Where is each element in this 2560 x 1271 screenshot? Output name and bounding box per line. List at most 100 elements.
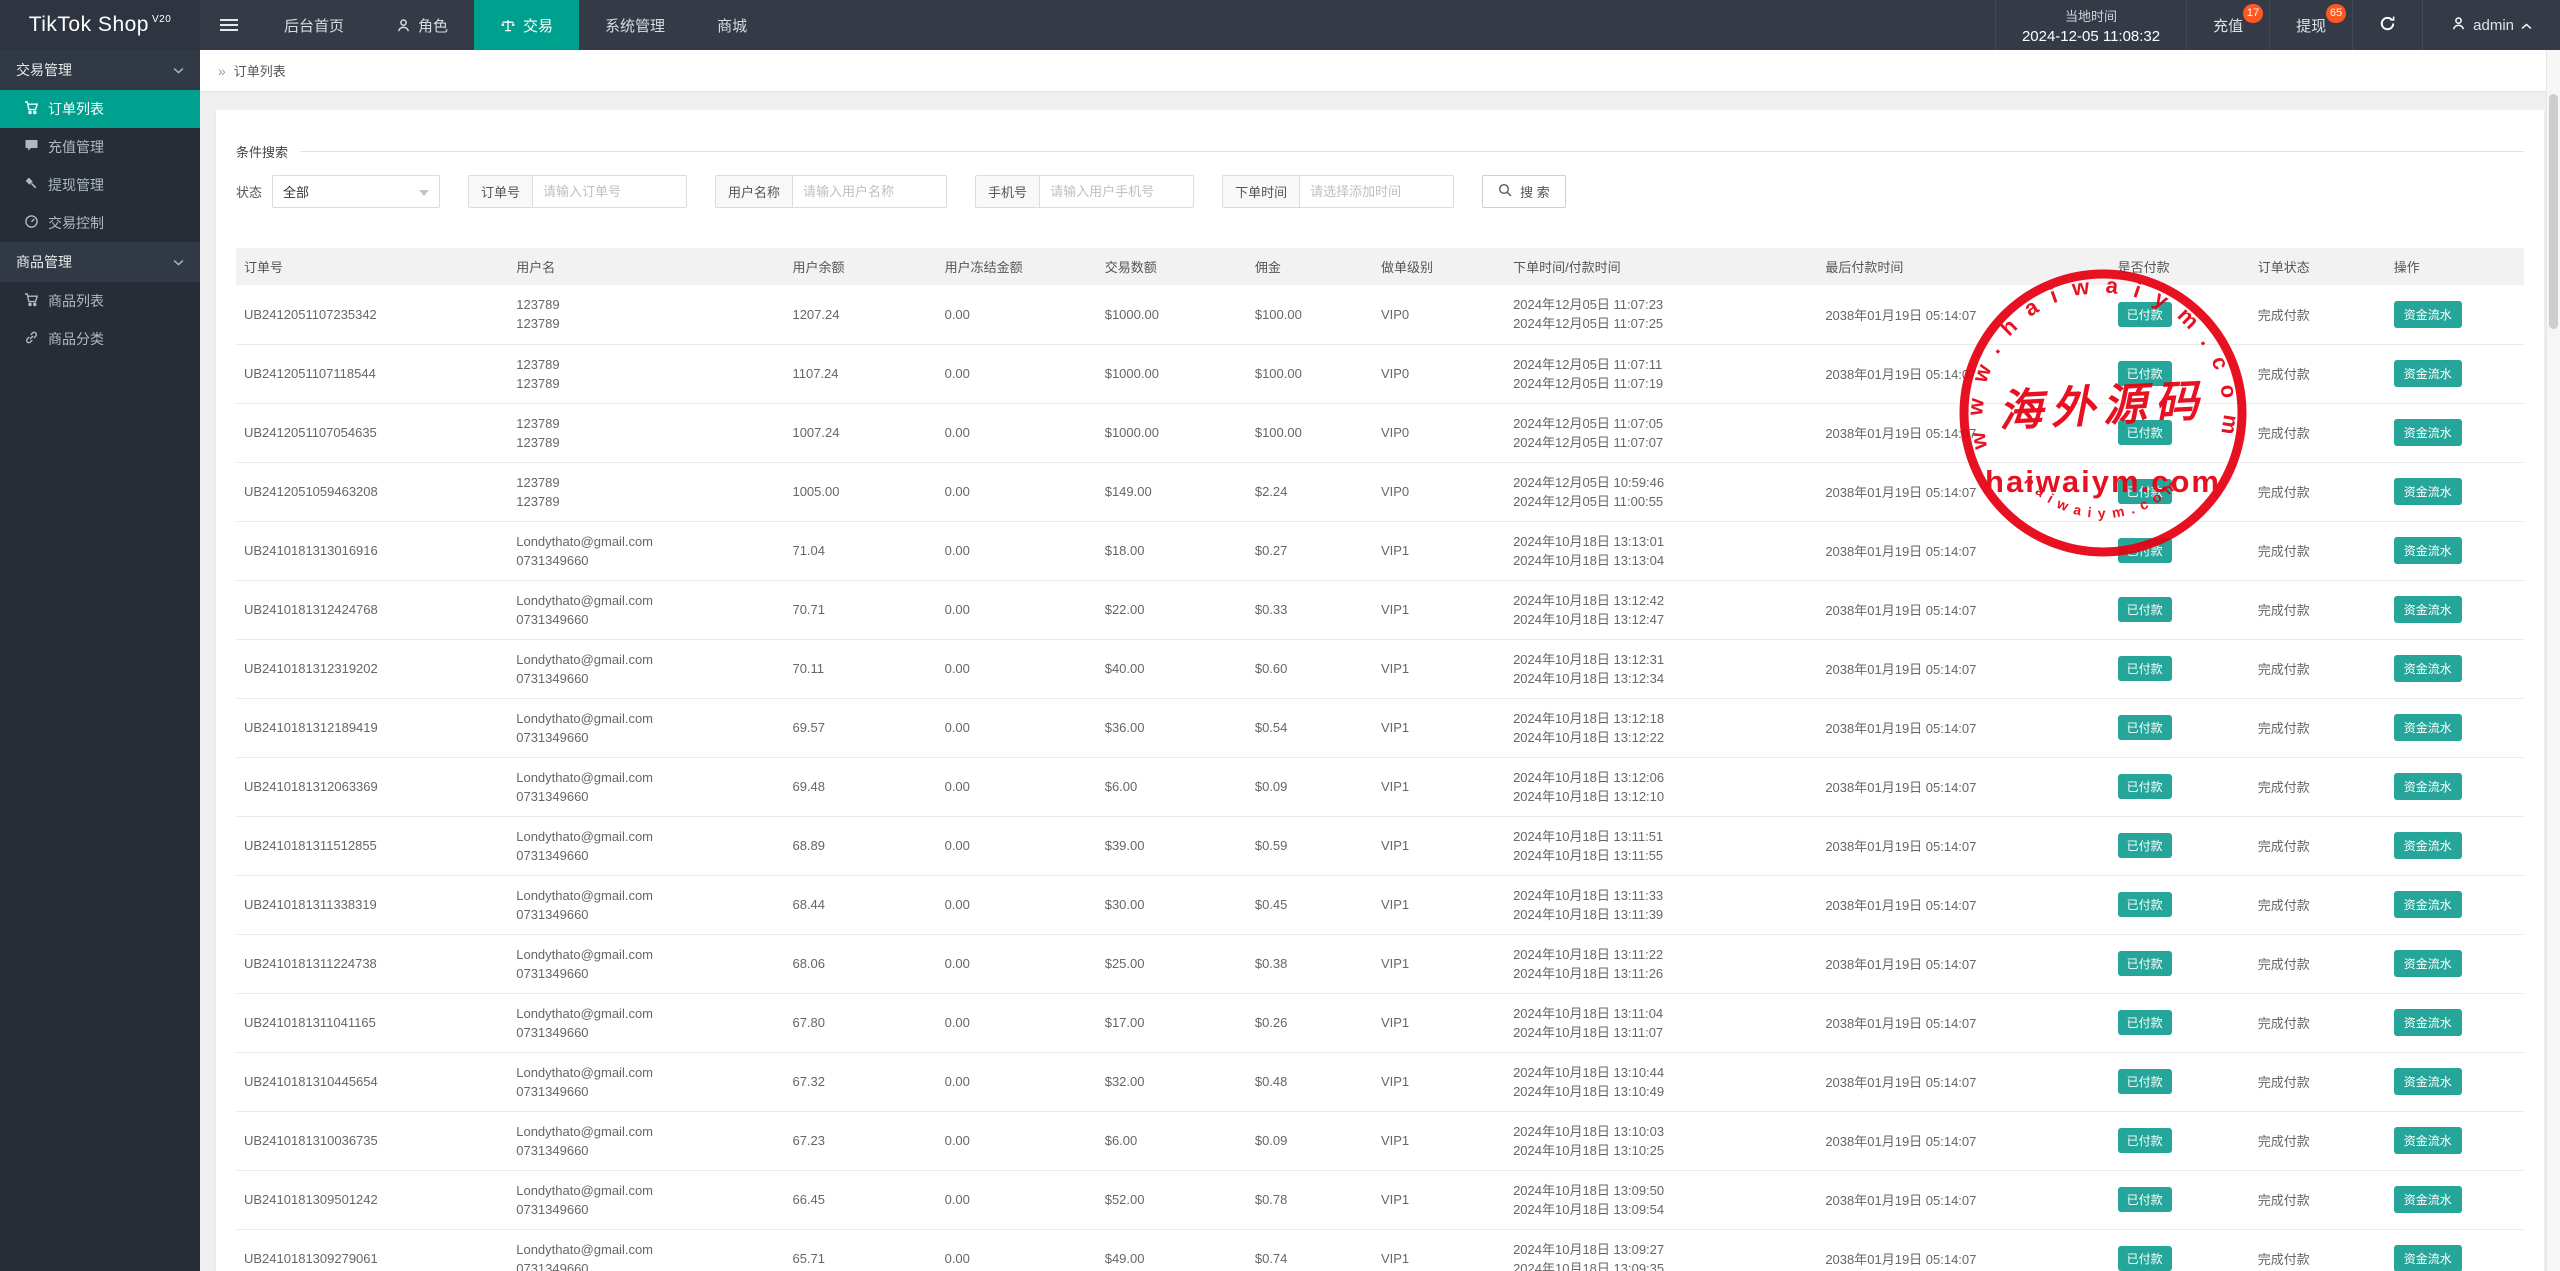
withdraw-link[interactable]: 提现 65 — [2269, 0, 2352, 50]
user-phone: 0731349660 — [516, 1083, 589, 1099]
paid-badge: 已付款 — [2117, 1246, 2172, 1271]
fund-flow-button[interactable]: 资金流水 — [2393, 596, 2462, 623]
fund-flow-button[interactable]: 资金流水 — [2393, 1186, 2462, 1213]
cell-level: VIP1 — [1372, 1229, 1506, 1271]
vertical-scrollbar[interactable] — [2546, 50, 2560, 1271]
search-button-label: 搜 索 — [1520, 185, 1550, 200]
sidebar-item-goods-list[interactable]: 商品列表 — [0, 282, 200, 320]
sidebar-item-withdraw[interactable]: 提现管理 — [0, 166, 200, 204]
pay-time: 2024年10月18日 13:12:22 — [1513, 729, 1665, 745]
cell-balance: 68.06 — [784, 934, 937, 994]
cell-order-time: 2024年12月05日 11:07:05 2024年12月05日 11:07:0… — [1505, 403, 1818, 463]
fund-flow-button[interactable]: 资金流水 — [2393, 950, 2462, 977]
cell-username: Londythato@gmail.com 0731349660 — [508, 757, 785, 817]
cell-amount: $49.00 — [1096, 1229, 1247, 1271]
table-row: UB2410181312189419 Londythato@gmail.com … — [236, 698, 2524, 758]
refresh-button[interactable] — [2352, 0, 2422, 50]
cell-order-no: UB2412051059463208 — [236, 462, 509, 522]
cell-paid: 已付款 — [2109, 875, 2250, 935]
cell-level: VIP1 — [1372, 1170, 1506, 1230]
fund-flow-button[interactable]: 资金流水 — [2393, 1009, 2462, 1036]
cell-order-status: 完成付款 — [2249, 462, 2386, 522]
cell-order-time: 2024年10月18日 13:12:06 2024年10月18日 13:12:1… — [1505, 757, 1818, 817]
fund-flow-button[interactable]: 资金流水 — [2393, 714, 2462, 741]
nav-item-roles[interactable]: 角色 — [370, 0, 474, 50]
user-phone: 123789 — [516, 316, 560, 332]
fund-flow-button[interactable]: 资金流水 — [2393, 537, 2462, 564]
cell-amount: $6.00 — [1096, 1111, 1247, 1171]
fund-flow-button[interactable]: 资金流水 — [2393, 773, 2462, 800]
paid-badge: 已付款 — [2117, 715, 2172, 740]
pay-time: 2024年10月18日 13:11:55 — [1513, 847, 1664, 863]
nav-item-mall[interactable]: 商城 — [691, 0, 773, 50]
cell-commission: $2.24 — [1246, 462, 1373, 522]
recharge-link[interactable]: 充值 17 — [2186, 0, 2269, 50]
fund-flow-button[interactable]: 资金流水 — [2393, 1068, 2462, 1095]
order-time-input[interactable] — [1299, 175, 1455, 208]
paid-badge: 已付款 — [2117, 656, 2172, 681]
user-menu[interactable]: admin — [2422, 0, 2560, 50]
sidebar-item-recharge[interactable]: 充值管理 — [0, 128, 200, 166]
cell-amount: $30.00 — [1096, 875, 1247, 935]
fund-flow-button[interactable]: 资金流水 — [2393, 655, 2462, 682]
fund-flow-button[interactable]: 资金流水 — [2393, 1127, 2462, 1154]
nav-item-trade[interactable]: 交易 — [474, 0, 580, 50]
sidebar-group-goods[interactable]: 商品管理 — [0, 242, 200, 282]
cell-frozen: 0.00 — [936, 580, 1097, 640]
col-level: 做单级别 — [1372, 248, 1506, 285]
fund-flow-button[interactable]: 资金流水 — [2393, 1245, 2462, 1271]
fund-flow-button[interactable]: 资金流水 — [2393, 478, 2462, 505]
username-input[interactable] — [792, 175, 948, 208]
cell-action: 资金流水 — [2385, 580, 2524, 640]
status-select[interactable]: 全部 — [272, 175, 441, 208]
order-time: 2024年10月18日 13:11:51 — [1513, 828, 1664, 844]
cell-balance: 69.57 — [784, 698, 937, 758]
cell-frozen: 0.00 — [936, 285, 1097, 345]
cell-username: Londythato@gmail.com 0731349660 — [508, 1170, 785, 1230]
order-no-input[interactable] — [532, 175, 688, 208]
recharge-badge: 17 — [2242, 3, 2264, 23]
cell-last-pay-time: 2038年01月19日 05:14:07 — [1817, 1052, 2110, 1112]
fund-flow-button[interactable]: 资金流水 — [2393, 360, 2462, 387]
fund-flow-button[interactable]: 资金流水 — [2393, 891, 2462, 918]
cell-level: VIP1 — [1372, 816, 1506, 876]
paid-badge: 已付款 — [2117, 1128, 2172, 1153]
search-fieldset: 条件搜索 状态 全部 订单号 — [236, 142, 2524, 208]
cell-amount: $22.00 — [1096, 580, 1247, 640]
cell-order-no: UB2410181309501242 — [236, 1170, 509, 1230]
order-time: 2024年10月18日 13:12:18 — [1513, 710, 1665, 726]
scrollbar-thumb[interactable] — [2549, 94, 2558, 329]
cell-order-time: 2024年10月18日 13:11:22 2024年10月18日 13:11:2… — [1505, 934, 1818, 994]
user-email: Londythato@gmail.com — [516, 592, 654, 608]
sidebar-item-order-list[interactable]: 订单列表 — [0, 90, 200, 128]
cart-icon — [24, 100, 39, 118]
sidebar-group-trade[interactable]: 交易管理 — [0, 50, 200, 90]
user-icon — [396, 18, 411, 33]
fund-flow-button[interactable]: 资金流水 — [2393, 832, 2462, 859]
fund-flow-button[interactable]: 资金流水 — [2393, 300, 2462, 328]
cell-balance: 1005.00 — [784, 462, 937, 522]
cell-level: VIP0 — [1372, 462, 1506, 522]
cell-order-time: 2024年10月18日 13:09:27 2024年10月18日 13:09:3… — [1505, 1229, 1818, 1271]
nav-label: 商城 — [717, 17, 748, 35]
sidebar-item-goods-category[interactable]: 商品分类 — [0, 320, 200, 358]
sidebar-item-label: 订单列表 — [48, 101, 104, 117]
cell-commission: $0.48 — [1246, 1052, 1373, 1112]
col-order-time: 下单时间/付款时间 — [1505, 248, 1818, 285]
phone-input[interactable] — [1039, 175, 1195, 208]
cart-icon — [24, 292, 39, 310]
nav-item-system[interactable]: 系统管理 — [579, 0, 691, 50]
nav-label: 角色 — [418, 17, 449, 35]
cell-frozen: 0.00 — [936, 462, 1097, 522]
fund-flow-button[interactable]: 资金流水 — [2393, 419, 2462, 446]
logo-text: TikTok Shop — [28, 13, 149, 36]
sidebar-item-label: 充值管理 — [48, 139, 104, 155]
search-button[interactable]: 搜 索 — [1482, 175, 1566, 208]
sidebar-item-trade-control[interactable]: 交易控制 — [0, 204, 200, 242]
cell-last-pay-time: 2038年01月19日 05:14:07 — [1817, 698, 2110, 758]
cell-username: Londythato@gmail.com 0731349660 — [508, 816, 785, 876]
pay-time: 2024年10月18日 13:12:10 — [1513, 788, 1665, 804]
nav-item-home[interactable]: 后台首页 — [258, 0, 370, 50]
hamburger-menu-icon[interactable] — [200, 0, 258, 50]
status-label: 状态 — [236, 185, 263, 200]
